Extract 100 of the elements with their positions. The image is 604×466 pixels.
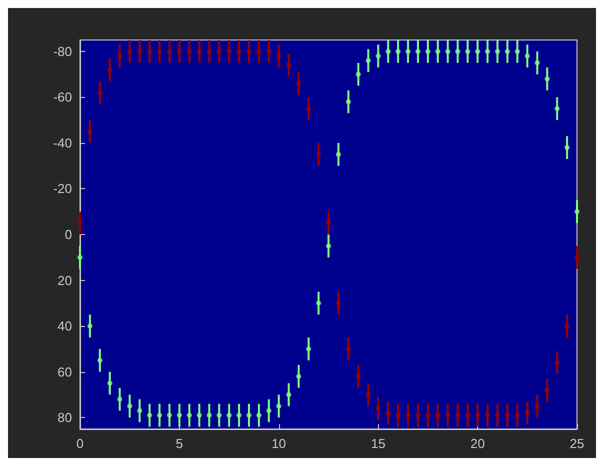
point xyxy=(534,60,540,66)
y-tick-label: -80 xyxy=(53,44,72,59)
point xyxy=(544,76,550,82)
point xyxy=(107,380,112,386)
point xyxy=(306,346,312,352)
point xyxy=(544,388,550,393)
point xyxy=(554,106,560,112)
point xyxy=(524,54,530,59)
point xyxy=(87,129,92,134)
point xyxy=(276,404,282,409)
point xyxy=(435,412,440,418)
point xyxy=(504,412,510,418)
point xyxy=(87,324,92,329)
point xyxy=(465,48,470,54)
point xyxy=(564,145,570,150)
x-tick-label: 0 xyxy=(76,436,84,451)
x-tick-label: 25 xyxy=(570,436,584,451)
point xyxy=(455,412,460,418)
point xyxy=(266,48,272,54)
point xyxy=(455,48,460,54)
point xyxy=(415,412,420,418)
point xyxy=(157,412,162,418)
point xyxy=(376,406,381,411)
point xyxy=(356,374,361,379)
point xyxy=(386,48,391,54)
point xyxy=(137,408,142,414)
y-tick-label: 0 xyxy=(64,227,72,242)
y-tick-label: 40 xyxy=(58,318,72,334)
point xyxy=(326,220,331,226)
point xyxy=(236,412,242,418)
point xyxy=(186,48,192,54)
point xyxy=(306,106,312,112)
point xyxy=(176,412,182,418)
point xyxy=(97,90,102,96)
point xyxy=(147,412,152,418)
point xyxy=(475,412,480,418)
point xyxy=(296,374,302,379)
point xyxy=(336,152,341,157)
point xyxy=(336,300,341,306)
point xyxy=(406,48,411,54)
point xyxy=(514,48,520,54)
y-tick-label: -40 xyxy=(53,135,72,150)
y-tick-label: -60 xyxy=(53,90,72,105)
point xyxy=(78,220,82,226)
point xyxy=(465,412,470,418)
point xyxy=(386,410,391,416)
point xyxy=(425,412,430,418)
point xyxy=(494,48,500,54)
point xyxy=(286,62,292,68)
point xyxy=(296,80,302,86)
point xyxy=(117,396,122,402)
point xyxy=(246,48,252,54)
point xyxy=(514,412,520,418)
point xyxy=(316,152,322,157)
x-tick-label: 20 xyxy=(470,436,485,451)
point xyxy=(425,48,430,54)
point xyxy=(504,48,510,54)
point xyxy=(147,48,152,54)
point xyxy=(396,412,401,418)
point xyxy=(216,48,222,54)
point xyxy=(485,412,490,418)
x-tick-label: 5 xyxy=(176,436,184,451)
point xyxy=(554,360,560,366)
point xyxy=(78,254,82,260)
point xyxy=(107,67,112,72)
point xyxy=(326,243,331,248)
point xyxy=(445,412,450,418)
point xyxy=(97,358,102,363)
point xyxy=(266,408,272,414)
point xyxy=(415,48,420,54)
point xyxy=(494,412,500,418)
point xyxy=(226,48,232,54)
point xyxy=(396,48,401,54)
point xyxy=(246,412,252,418)
point xyxy=(445,48,450,54)
point xyxy=(137,48,142,54)
point xyxy=(127,48,132,54)
point xyxy=(186,412,192,418)
x-tick-label: 10 xyxy=(272,436,286,451)
y-tick-label: 80 xyxy=(58,410,72,426)
x-tick-label: 15 xyxy=(370,436,386,451)
point xyxy=(176,48,182,54)
point xyxy=(475,48,480,54)
point xyxy=(316,300,322,306)
point xyxy=(166,48,172,54)
point xyxy=(127,404,132,409)
point xyxy=(256,48,262,54)
point xyxy=(574,254,580,260)
point xyxy=(216,412,222,418)
y-tick-label: 20 xyxy=(58,272,72,288)
point xyxy=(346,346,351,352)
point xyxy=(117,54,122,59)
point xyxy=(435,48,440,54)
point xyxy=(276,54,282,59)
point xyxy=(366,58,371,64)
y-tick-label: -20 xyxy=(53,181,72,196)
point xyxy=(564,324,570,329)
point xyxy=(206,48,212,54)
point xyxy=(157,48,162,54)
point xyxy=(485,48,490,54)
